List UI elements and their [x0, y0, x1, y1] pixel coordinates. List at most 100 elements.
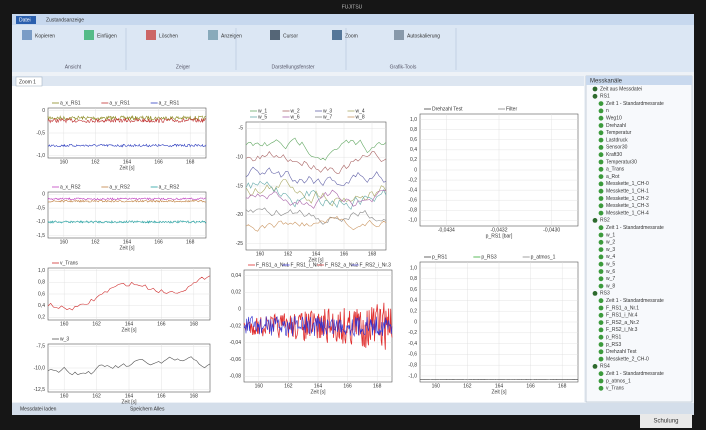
channel-item[interactable]: Temperatur30 [606, 159, 637, 165]
channel-icon [599, 386, 604, 391]
channel-item[interactable]: Sensor30 [606, 145, 628, 151]
channel-item[interactable]: Messkette_1_CH-2 [606, 196, 649, 202]
channel-item[interactable]: p_RS3 [606, 342, 622, 348]
x-tick-label: 160 [256, 251, 265, 257]
channel-item[interactable]: w_7 [606, 276, 615, 282]
channel-item[interactable]: F_RS2_i_Nr.3 [606, 327, 638, 333]
channel-item[interactable]: RS1 [600, 94, 610, 100]
channel-item[interactable]: w_8 [606, 283, 615, 289]
channel-icon [599, 116, 604, 121]
y-tick-label: -10,0 [34, 365, 46, 371]
ribbon-icon[interactable] [394, 30, 404, 40]
channel-item[interactable]: a_Trans [606, 167, 625, 173]
x-axis-label: p_RS1 [bar] [486, 233, 513, 239]
legend-entry: a_z_RS2 [159, 184, 180, 190]
channel-item[interactable]: RS4 [600, 364, 610, 370]
x-tick-label: 166 [157, 393, 166, 399]
channel-icon [593, 87, 598, 92]
ribbon-button[interactable]: Autoskalierung [407, 33, 440, 39]
channel-icon [599, 101, 604, 106]
x-axis-label: Zeit [s] [310, 389, 326, 395]
channel-item[interactable]: Drehzahl [606, 123, 626, 129]
channel-icon [593, 218, 598, 223]
channel-item[interactable]: w_3 [606, 247, 615, 253]
channel-item[interactable]: Drehzahl Test [606, 349, 637, 355]
y-tick-label: 1,0 [38, 268, 45, 274]
channel-item[interactable]: Zeit 1 - Standardmessrate [606, 101, 664, 107]
channel-item[interactable]: w_6 [606, 269, 615, 275]
ribbon-icon[interactable] [270, 30, 280, 40]
channel-item[interactable]: Zeit 1 - Standardmessrate [606, 371, 664, 377]
y-tick-label: -7,5 [36, 344, 45, 350]
channel-item[interactable]: p_atmos_1 [606, 378, 631, 384]
x-tick-label: 166 [157, 321, 166, 327]
ribbon-icon[interactable] [208, 30, 218, 40]
channel-item[interactable]: Zeit 1 - Standardmessrate [606, 298, 664, 304]
x-tick-label: 168 [190, 393, 199, 399]
ribbon-icon[interactable] [146, 30, 156, 40]
channel-item[interactable]: Messkette_1_CH-1 [606, 189, 649, 195]
y-tick-label: 0,6 [410, 287, 417, 293]
channel-item[interactable]: Zeit aus Messdatei [600, 86, 642, 92]
channel-item[interactable]: w_2 [606, 240, 615, 246]
channel-item[interactable]: Messkette_1_CH-0 [606, 181, 649, 187]
channel-item[interactable]: RS2 [600, 218, 610, 224]
channel-item[interactable]: F_RS2_a_Nr.2 [606, 320, 639, 326]
y-tick-label: -15 [236, 183, 243, 189]
y-tick-label: -0,5 [36, 205, 45, 211]
ribbon-button[interactable]: Einfügen [97, 33, 117, 39]
ribbon-icon[interactable] [84, 30, 94, 40]
channel-icon [599, 123, 604, 128]
y-tick-label: -5 [239, 126, 244, 132]
x-axis-label: Zeit [s] [121, 399, 137, 405]
channel-icon [593, 364, 598, 369]
y-tick-label: -10 [236, 155, 243, 161]
channel-icon [599, 203, 604, 208]
y-tick-label: 0 [238, 307, 241, 313]
ribbon-group-label: Darstellungsfenster [271, 64, 314, 70]
channel-item[interactable]: v_Trans [606, 386, 624, 392]
y-tick-label: -0,08 [230, 374, 242, 380]
channel-item[interactable]: Lastdruck [606, 137, 628, 143]
ribbon-tab[interactable]: Zustandsanzeige [46, 17, 84, 23]
channel-item[interactable]: n [606, 108, 609, 114]
channel-item[interactable]: F_RS1_a_Nr.1 [606, 305, 639, 311]
document-tab-label: Zoom 1 [19, 79, 36, 85]
legend-entry: v_Trans [60, 260, 78, 266]
channel-icon [599, 130, 604, 135]
legend-entry: w_5 [258, 114, 267, 120]
channel-item[interactable]: Messkette_1_CH-4 [606, 210, 649, 216]
channel-item[interactable]: Temperatur [606, 130, 632, 136]
legend-entry: Drehzahl Test [432, 106, 463, 112]
channel-item[interactable]: F_RS1_i_Nr.4 [606, 313, 638, 319]
legend-entry: w_6 [291, 114, 300, 120]
ribbon-button[interactable]: Zoom [345, 33, 358, 39]
channel-item[interactable]: p_RS1 [606, 335, 622, 341]
channel-icon [599, 189, 604, 194]
channel-item[interactable]: a_Rot [606, 174, 620, 180]
ribbon-button[interactable]: Cursor [283, 33, 298, 39]
channel-item[interactable]: Kraft30 [606, 152, 622, 158]
channel-item[interactable]: Messkette_2_CH-0 [606, 356, 649, 362]
channel-item[interactable]: w_1 [606, 232, 615, 238]
channel-item[interactable]: Zeit 1 - Standardmessrate [606, 225, 664, 231]
ribbon-icon[interactable] [332, 30, 342, 40]
ribbon-button[interactable]: Kopieren [35, 33, 55, 39]
channel-item[interactable]: Weg10 [606, 116, 622, 122]
ribbon-button[interactable]: Löschen [159, 33, 178, 39]
channel-icon [599, 160, 604, 165]
channel-icon [599, 255, 604, 260]
ribbon-icon[interactable] [22, 30, 32, 40]
channel-item[interactable]: Messkette_1_CH-3 [606, 203, 649, 209]
y-tick-label: -0,6 [408, 198, 417, 204]
channel-icon [599, 284, 604, 289]
legend-entry: w_7 [323, 114, 332, 120]
x-tick-label: 166 [526, 383, 535, 389]
channel-icon [599, 240, 604, 245]
page: { "monitor": {"brand": "FUJITSU", "badge… [0, 0, 706, 430]
channel-item[interactable]: w_4 [606, 254, 615, 260]
ribbon-button[interactable]: Anzeigen [221, 33, 242, 39]
channel-item[interactable]: w_5 [606, 262, 615, 268]
channel-item[interactable]: RS3 [600, 291, 610, 297]
ribbon-tab[interactable]: Datei [19, 17, 31, 23]
